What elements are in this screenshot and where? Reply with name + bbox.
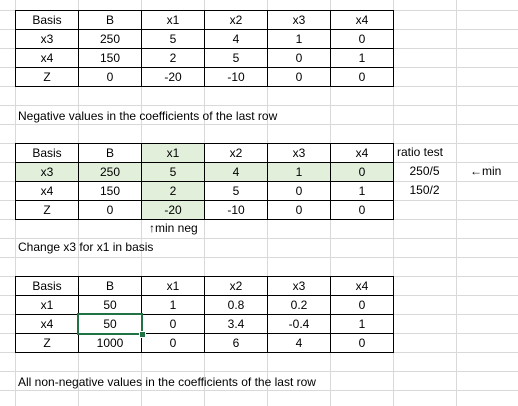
table-cell: 5: [141, 162, 205, 182]
table-cell: -0.4: [267, 314, 331, 334]
table-cell: 250: [78, 162, 142, 182]
table-cell: 6: [204, 333, 268, 353]
table-cell: 4: [204, 162, 268, 182]
table-cell: 150: [78, 48, 142, 68]
annotation: ↑min neg: [149, 221, 198, 235]
table-cell: 0: [330, 333, 394, 353]
table-cell: -20: [141, 67, 205, 87]
table-cell: 0: [330, 295, 394, 315]
table-cell: x4: [15, 181, 79, 201]
table-cell: 5: [204, 181, 268, 201]
table-cell: Z: [15, 67, 79, 87]
table-cell: 0: [78, 67, 142, 87]
note: All non-negative values in the coefficie…: [18, 375, 316, 389]
header-cell: B: [78, 10, 142, 30]
header-cell: x3: [267, 143, 331, 163]
annotation: ←min: [470, 164, 502, 178]
header-cell: x2: [204, 10, 268, 30]
header-cell: x4: [330, 276, 394, 296]
table-cell: 150: [78, 181, 142, 201]
table-cell: 0: [330, 29, 394, 49]
header-cell: B: [78, 143, 142, 163]
table-cell: x4: [15, 314, 79, 334]
ratio-header: ratio test: [397, 145, 444, 159]
table-cell: 0: [267, 48, 331, 68]
table-cell: 0: [330, 162, 394, 182]
table-cell: 50: [78, 295, 142, 315]
table-cell: 5: [141, 29, 205, 49]
header-cell: x4: [330, 143, 394, 163]
table-cell: 0: [267, 200, 331, 220]
table-cell: Z: [15, 200, 79, 220]
header-cell: x1: [141, 10, 205, 30]
header-cell: Basis: [15, 10, 79, 30]
header-cell: x3: [267, 276, 331, 296]
table-cell: -10: [204, 67, 268, 87]
ratio-value: 150/2: [409, 183, 440, 197]
header-cell: x1: [141, 143, 205, 163]
table-cell: 0: [330, 200, 394, 220]
table-cell: 0: [141, 314, 205, 334]
table-cell: 1: [267, 29, 331, 49]
table-cell: 4: [267, 333, 331, 353]
header-cell: x2: [204, 276, 268, 296]
table-cell: 1: [267, 162, 331, 182]
selected-cell: [77, 313, 143, 335]
header-cell: x4: [330, 10, 394, 30]
header-cell: Basis: [15, 143, 79, 163]
table-cell: 3.4: [204, 314, 268, 334]
header-cell: B: [78, 276, 142, 296]
table-cell: 2: [141, 48, 205, 68]
table-cell: 1: [330, 181, 394, 201]
table-cell: 4: [204, 29, 268, 49]
table-cell: 1000: [78, 333, 142, 353]
table-cell: 0.2: [267, 295, 331, 315]
table-cell: x3: [15, 29, 79, 49]
table-cell: 0: [330, 67, 394, 87]
header-cell: x3: [267, 10, 331, 30]
table-cell: 0: [141, 333, 205, 353]
header-cell: x1: [141, 276, 205, 296]
table-cell: 0: [267, 181, 331, 201]
table-cell: 0.8: [204, 295, 268, 315]
fill-handle: [139, 331, 146, 338]
table-cell: x4: [15, 48, 79, 68]
table-cell: 250: [78, 29, 142, 49]
table-cell: 1: [141, 295, 205, 315]
table-cell: 5: [204, 48, 268, 68]
table-cell: 1: [330, 48, 394, 68]
note: Change x3 for x1 in basis: [18, 240, 154, 254]
table-cell: 0: [78, 200, 142, 220]
header-cell: Basis: [15, 276, 79, 296]
table-cell: 2: [141, 181, 205, 201]
table-cell: 0: [267, 67, 331, 87]
table-cell: Z: [15, 333, 79, 353]
table-cell: -20: [141, 200, 205, 220]
table-cell: -10: [204, 200, 268, 220]
table-cell: x1: [15, 295, 79, 315]
header-cell: x2: [204, 143, 268, 163]
table-cell: x3: [15, 162, 79, 182]
note: Negative values in the coefficients of t…: [18, 109, 278, 123]
ratio-value: 250/5: [409, 164, 440, 178]
table-cell: 1: [330, 314, 394, 334]
